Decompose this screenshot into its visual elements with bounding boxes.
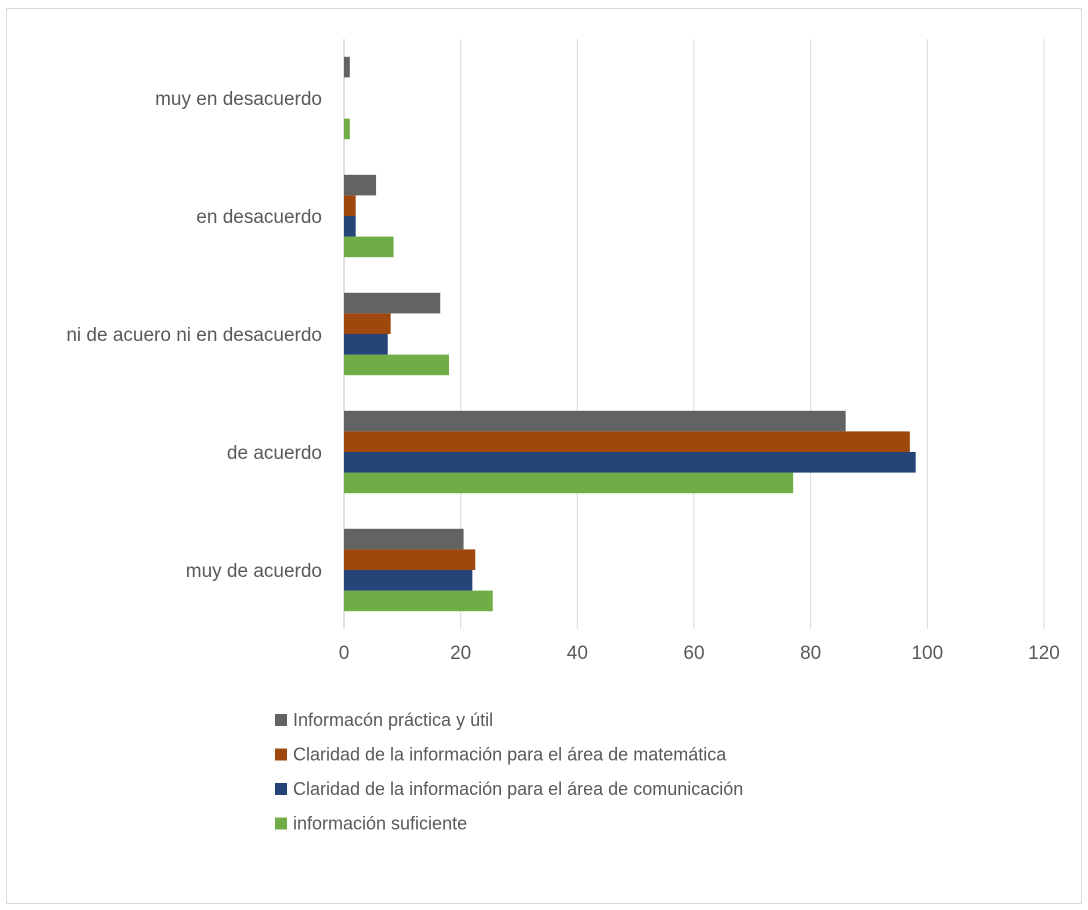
category-label: muy en desacuerdo [155, 89, 322, 110]
bar [344, 56, 350, 78]
x-tick-label-60: 60 [683, 643, 704, 664]
bar [344, 472, 794, 494]
bar [344, 313, 391, 334]
x-tick-label-0: 0 [339, 643, 350, 664]
x-tick-label-20: 20 [450, 643, 471, 664]
legend-swatch [275, 783, 287, 795]
legend-swatch [275, 748, 287, 761]
bar [344, 292, 441, 314]
bar [344, 528, 464, 550]
bar [344, 174, 377, 196]
bar [344, 410, 846, 432]
legend-label: Claridad de la información para el área … [293, 779, 743, 799]
x-tick-label-80: 80 [800, 643, 821, 664]
category-label: muy de acuerdo [186, 561, 322, 582]
bar [344, 549, 476, 570]
x-tick-label-40: 40 [567, 643, 588, 664]
legend-swatch [275, 817, 287, 830]
category-label: ni de acuero ni en desacuerdo [66, 325, 322, 346]
bar [344, 216, 356, 237]
category-label: de acuerdo [227, 443, 322, 464]
bar [344, 452, 916, 473]
bar [344, 118, 350, 140]
x-tick-label-120: 120 [1028, 643, 1060, 664]
x-tick-label-100: 100 [911, 643, 943, 664]
bar [344, 570, 473, 591]
legend-label: Claridad de la información para el área … [293, 745, 727, 765]
bar [344, 590, 493, 612]
bar-chart: 0 20 40 60 80 100 120 muy de acuerdo de acuerdo n… [66, 39, 1060, 834]
legend-label: información suficiente [293, 814, 467, 834]
category-label: en desacuerdo [196, 207, 322, 228]
bar [344, 354, 449, 376]
bar [344, 334, 388, 355]
bar [344, 195, 356, 216]
bar [344, 431, 910, 452]
legend-swatch [275, 714, 287, 726]
bar [344, 236, 394, 258]
chart-frame: 0 20 40 60 80 100 120 muy de acuerdo de acuerdo n… [6, 8, 1082, 904]
legend-label: Informacón práctica y útil [293, 710, 493, 730]
